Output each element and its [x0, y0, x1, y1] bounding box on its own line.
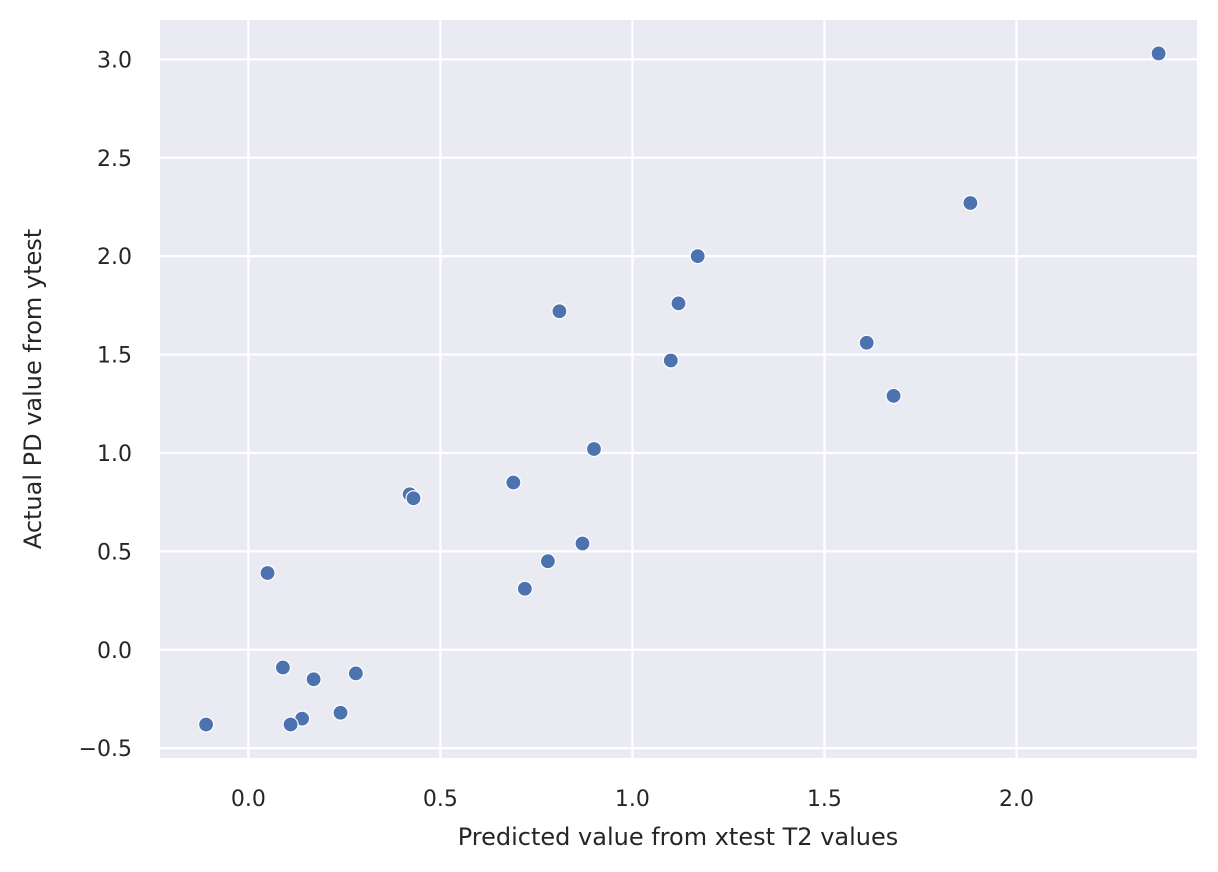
- data-point: [405, 490, 422, 507]
- data-point: [574, 535, 591, 552]
- y-tick-label: 1.5: [97, 344, 132, 369]
- y-tick-label: 0.0: [97, 639, 132, 664]
- y-tick-label: 3.0: [97, 48, 132, 73]
- data-point: [332, 704, 349, 721]
- data-point: [670, 295, 687, 312]
- data-point: [689, 248, 706, 265]
- data-points: [197, 45, 1167, 733]
- x-axis-label: Predicted value from xtest T2 values: [458, 823, 899, 851]
- y-tick-label: 2.0: [97, 245, 132, 270]
- data-point: [662, 352, 679, 369]
- y-axis-ticks: −0.5 0.0 0.5 1.0 1.5 2.0 2.5 3.0: [79, 48, 132, 762]
- data-point: [197, 716, 215, 733]
- y-axis-label: Actual PD value from ytest: [19, 229, 47, 549]
- x-tick-label: 1.5: [807, 787, 842, 812]
- data-point: [505, 474, 522, 491]
- grid: [160, 20, 1197, 758]
- y-tick-label: 2.5: [97, 147, 132, 172]
- data-point: [1150, 45, 1167, 62]
- data-point: [551, 303, 568, 320]
- y-tick-label: 1.0: [97, 442, 132, 467]
- data-point: [885, 387, 902, 404]
- x-tick-label: 0.0: [231, 787, 266, 812]
- x-tick-label: 1.0: [615, 787, 650, 812]
- y-tick-label: 0.5: [97, 540, 132, 565]
- data-point: [858, 334, 875, 351]
- data-point: [305, 671, 322, 688]
- x-tick-label: 0.5: [423, 787, 458, 812]
- x-axis-ticks: 0.0 0.5 1.0 1.5 2.0: [231, 787, 1034, 812]
- data-point: [962, 194, 979, 212]
- data-point: [259, 564, 276, 582]
- data-point: [282, 716, 299, 733]
- plot-area: [160, 20, 1197, 758]
- data-point: [585, 440, 603, 458]
- y-tick-label: −0.5: [79, 737, 132, 762]
- data-point: [539, 553, 557, 570]
- data-point: [347, 665, 364, 682]
- x-tick-label: 2.0: [999, 787, 1034, 812]
- data-point: [274, 659, 292, 676]
- data-point: [516, 580, 533, 597]
